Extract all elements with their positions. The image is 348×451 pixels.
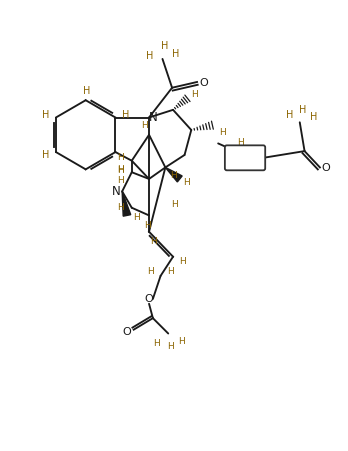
Text: H: H bbox=[299, 105, 306, 115]
Text: H: H bbox=[117, 176, 124, 185]
Text: H: H bbox=[122, 110, 130, 120]
Text: H: H bbox=[117, 203, 124, 212]
FancyBboxPatch shape bbox=[225, 145, 265, 170]
Text: H: H bbox=[117, 153, 124, 162]
Text: H: H bbox=[161, 41, 168, 51]
Text: H: H bbox=[237, 155, 244, 164]
Text: H: H bbox=[144, 221, 150, 230]
Text: O: O bbox=[122, 327, 131, 336]
Text: H: H bbox=[148, 267, 154, 276]
Text: H: H bbox=[309, 111, 317, 121]
Polygon shape bbox=[122, 191, 131, 216]
Text: H: H bbox=[117, 165, 124, 174]
Text: H: H bbox=[191, 90, 198, 99]
Text: N: N bbox=[149, 111, 157, 124]
Text: H: H bbox=[150, 237, 157, 246]
Text: N: N bbox=[112, 185, 121, 198]
Text: H: H bbox=[237, 138, 244, 147]
Text: H: H bbox=[153, 339, 160, 348]
Text: H: H bbox=[117, 166, 124, 175]
Text: H: H bbox=[42, 150, 49, 160]
Text: H: H bbox=[42, 110, 49, 120]
Text: H: H bbox=[179, 257, 186, 266]
Text: H: H bbox=[172, 49, 180, 59]
Text: H: H bbox=[146, 51, 154, 61]
Text: H: H bbox=[183, 178, 190, 187]
Text: H: H bbox=[286, 110, 294, 120]
Text: O: O bbox=[321, 163, 330, 173]
Text: OAc: OAc bbox=[234, 152, 256, 164]
Text: H: H bbox=[170, 170, 176, 179]
Text: O: O bbox=[145, 294, 153, 304]
Text: H: H bbox=[141, 121, 148, 130]
Text: H: H bbox=[220, 129, 226, 138]
Text: H: H bbox=[167, 267, 174, 276]
Text: H: H bbox=[167, 342, 174, 351]
Text: H: H bbox=[83, 86, 90, 96]
Text: O: O bbox=[199, 78, 208, 88]
Polygon shape bbox=[165, 167, 182, 182]
Text: H: H bbox=[133, 213, 140, 222]
Text: H: H bbox=[178, 337, 185, 345]
Text: H: H bbox=[172, 200, 178, 209]
